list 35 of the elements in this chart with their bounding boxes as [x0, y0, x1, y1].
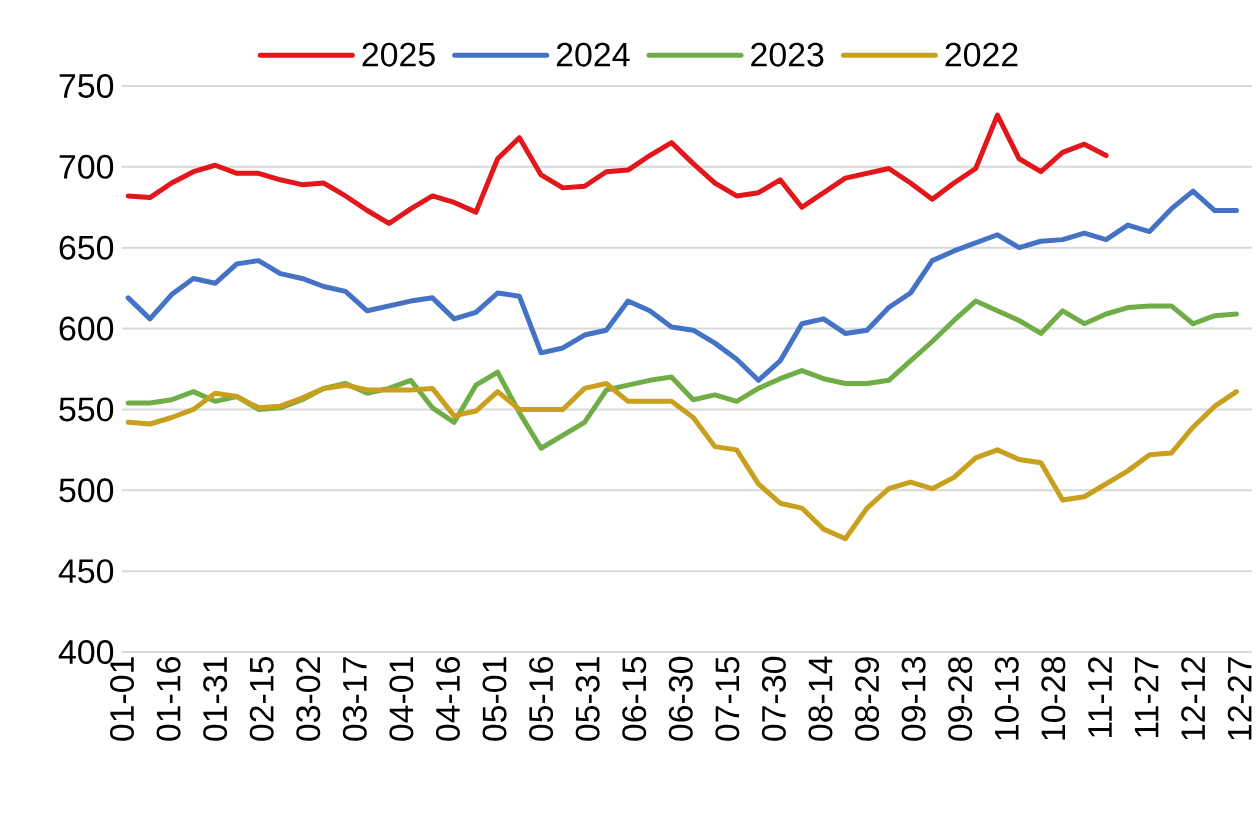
y-tick-label: 750	[59, 74, 114, 98]
x-tick-label: 11-12	[1088, 657, 1112, 738]
x-tick-label: 07-30	[761, 656, 786, 741]
legend-label: 2023	[751, 42, 824, 67]
x-tick-label: 08-14	[808, 656, 833, 741]
x-tick-label: 09-28	[948, 657, 973, 741]
x-tick-label: 05-01	[482, 657, 507, 741]
y-tick-label: 650	[59, 235, 114, 260]
legend-label: 2022	[945, 42, 1018, 67]
x-tick-label: 02-15	[249, 656, 274, 741]
y-tick-label: 700	[59, 154, 114, 179]
x-tick-label: 06-30	[668, 656, 693, 741]
y-tick-label: 600	[59, 316, 114, 341]
x-tick-label: 09-13	[901, 657, 926, 741]
x-tick-label: 12-12	[1181, 657, 1205, 740]
x-tick-label: 06-15	[622, 656, 647, 741]
y-tick-label: 450	[58, 559, 114, 584]
x-tick-label: 11-27	[1134, 657, 1159, 738]
x-tick-label: 01-31	[203, 657, 228, 741]
x-tick-label: 05-31	[575, 657, 600, 741]
x-tick-label: 12-27	[1227, 657, 1252, 740]
x-tick-label: 10-13	[994, 657, 1019, 740]
y-tick-label: 500	[59, 478, 114, 503]
x-tick-label: 03-17	[342, 657, 367, 741]
legend-label: 2024	[556, 42, 630, 67]
x-tick-label: 03-02	[296, 657, 321, 741]
x-tick-label: 04-16	[435, 657, 460, 741]
x-tick-label: 08-29	[855, 657, 880, 741]
x-tick-label: 10-28	[1041, 657, 1066, 740]
legend-label: 2025	[362, 42, 435, 67]
x-tick-label: 01-16	[156, 657, 181, 741]
x-tick-label: 04-01	[389, 657, 414, 741]
x-tick-label: 05-16	[529, 657, 554, 741]
y-tick-label: 550	[59, 397, 114, 422]
x-tick-label: 07-15	[715, 656, 740, 741]
